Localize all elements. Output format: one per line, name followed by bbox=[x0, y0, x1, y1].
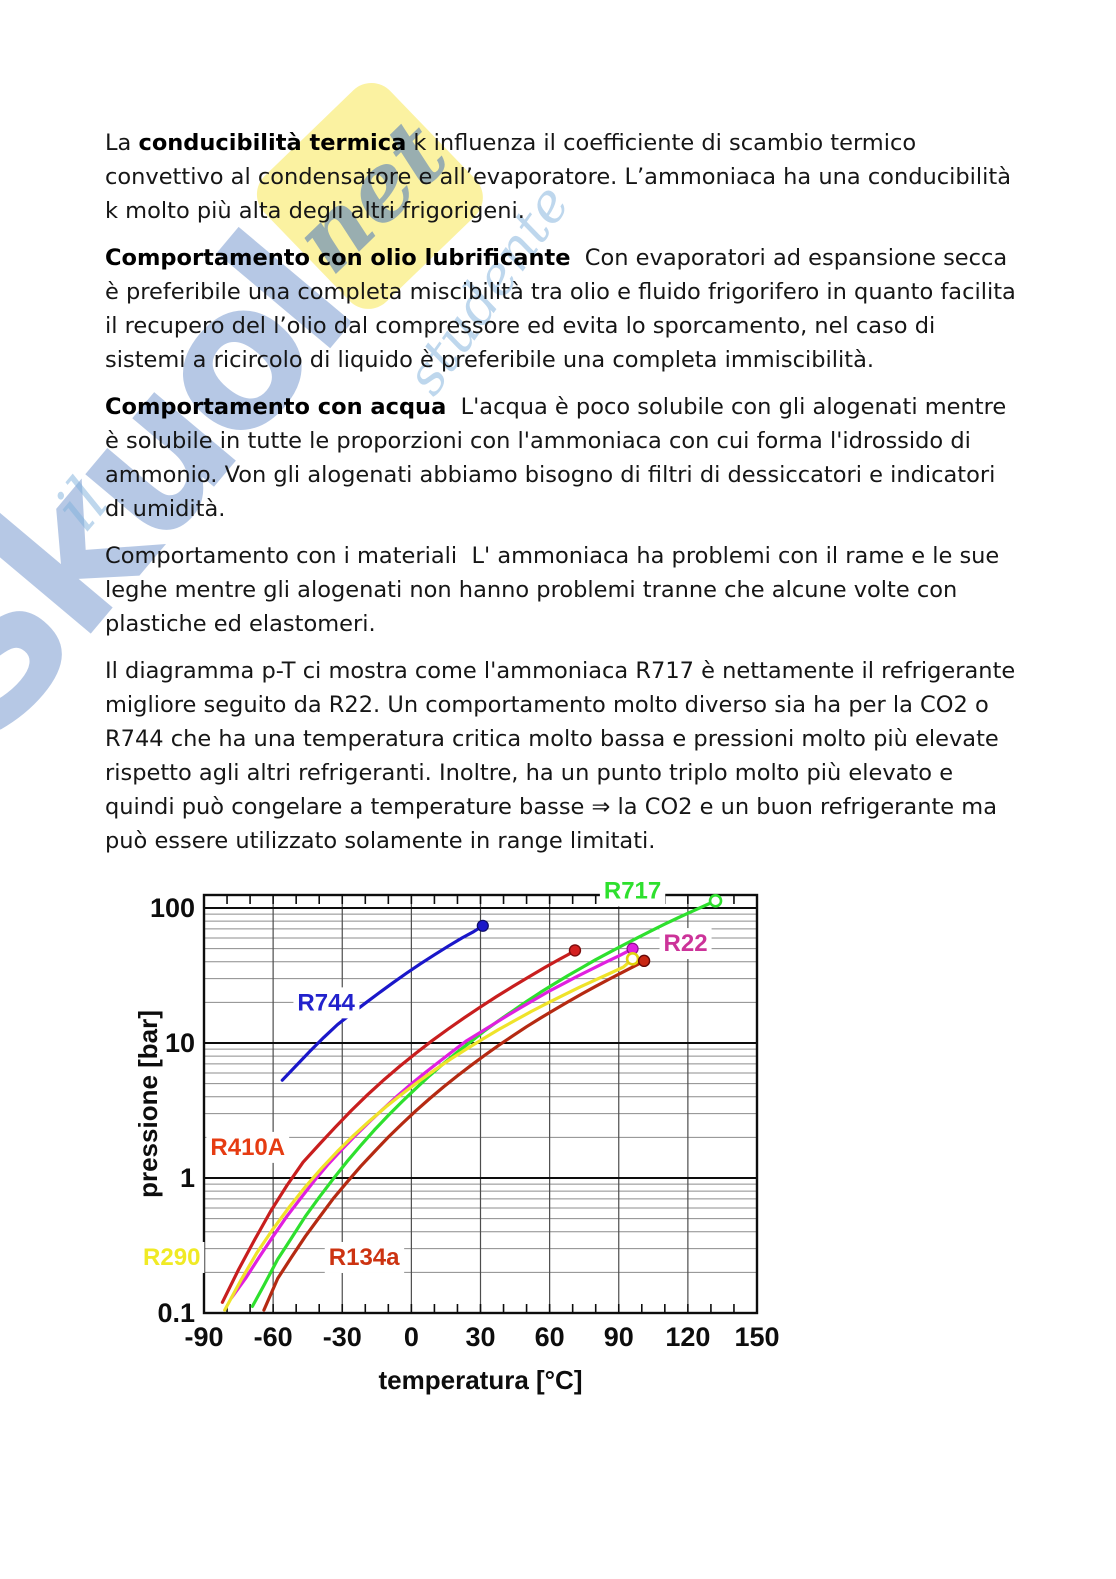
series-label-R744: R744 bbox=[297, 989, 355, 1016]
x-axis-title: temperatura [°C] bbox=[379, 1365, 583, 1395]
y-tick-label: 1 bbox=[180, 1163, 195, 1193]
curve-R22 bbox=[230, 947, 635, 1300]
x-tick-label: -90 bbox=[184, 1322, 223, 1352]
series-label-R290: R290 bbox=[143, 1244, 200, 1271]
series-label-bg-R717 bbox=[599, 875, 666, 907]
document-content: La conducibilità termica k influenza il … bbox=[105, 126, 1016, 1395]
curve-R410A bbox=[220, 948, 577, 1304]
critical-point-R134a bbox=[637, 954, 651, 968]
series-label-R717: R717 bbox=[604, 877, 661, 904]
x-tick-label: 60 bbox=[535, 1322, 565, 1352]
series-label-R22: R22 bbox=[664, 930, 708, 957]
curve-R134a bbox=[262, 959, 646, 1312]
x-tick-label: 0 bbox=[404, 1322, 419, 1352]
critical-point-R744 bbox=[476, 919, 489, 932]
critical-point-R410A bbox=[568, 944, 582, 957]
series-label-bg-R22 bbox=[659, 928, 712, 960]
curve-R290 bbox=[223, 957, 635, 1312]
y-axis-title: pressione [bar] bbox=[135, 1010, 163, 1198]
y-tick-label: 100 bbox=[150, 893, 195, 923]
x-tick-label: -60 bbox=[254, 1322, 293, 1352]
paragraph-2: Comportamento con olio lubrificante Con … bbox=[105, 245, 1023, 373]
pt-diagram-figure: R744 R717 R22 R410A R290 R134a 0.1 1 10 100 -90 -60… bbox=[135, 860, 825, 1420]
paragraph-3: Comportamento con acqua L'acqua è poco s… bbox=[105, 394, 1014, 522]
y-tick-label: 10 bbox=[165, 1028, 195, 1058]
paragraph-1: La conducibilità termica k influenza il … bbox=[105, 130, 1019, 224]
plot-border bbox=[202, 893, 759, 1315]
series-label-bg-R744 bbox=[293, 987, 360, 1019]
series-label-bg-R290 bbox=[139, 1241, 205, 1273]
series-label-bg-R134a bbox=[324, 1241, 405, 1273]
critical-point-R717 bbox=[708, 894, 723, 908]
x-tick-label: 120 bbox=[665, 1322, 710, 1352]
critical-point-R290 bbox=[625, 952, 640, 966]
paragraph-list: La conducibilità termica k influenza il … bbox=[105, 126, 1016, 858]
x-tick-label: 30 bbox=[465, 1322, 495, 1352]
curve-R744 bbox=[280, 924, 485, 1082]
series-label-R134a: R134a bbox=[329, 1244, 400, 1271]
paragraph-5: Il diagramma p-T ci mostra come l'ammoni… bbox=[105, 658, 1023, 854]
series-label-bg-R410A bbox=[206, 1131, 290, 1163]
x-tick-label: -30 bbox=[323, 1322, 362, 1352]
x-tick-label: 150 bbox=[734, 1322, 779, 1352]
y-tick-label: 0.1 bbox=[157, 1298, 195, 1328]
paragraph-4: Comportamento con i materiali L' ammonia… bbox=[105, 543, 1007, 637]
x-tick-label: 90 bbox=[604, 1322, 634, 1352]
series-label-R410A: R410A bbox=[210, 1134, 285, 1161]
